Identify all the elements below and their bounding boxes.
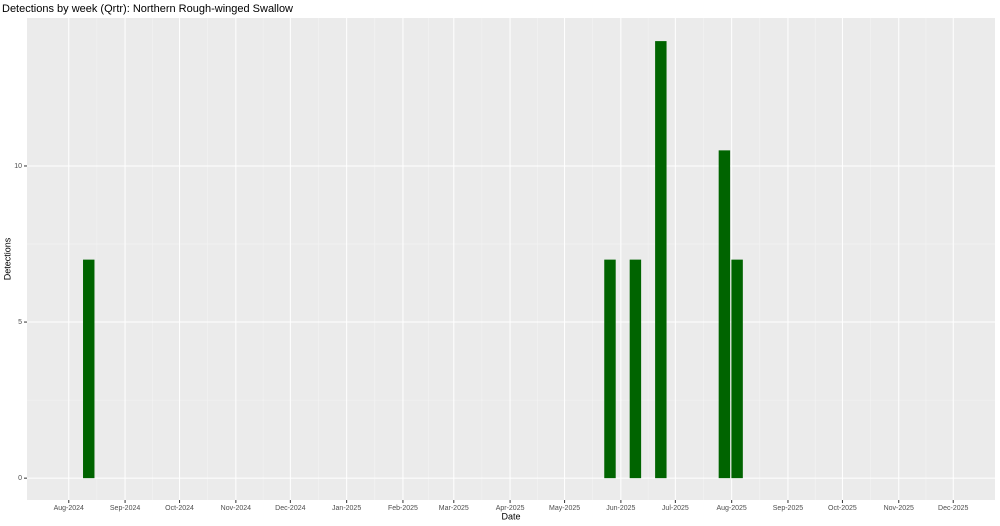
y-axis-title: Detections bbox=[2, 237, 12, 280]
bar bbox=[731, 259, 743, 479]
x-tick-label: Oct-2024 bbox=[165, 505, 194, 512]
bar bbox=[604, 259, 616, 479]
bar bbox=[718, 150, 731, 479]
y-tick-label: 0 bbox=[18, 475, 22, 482]
y-tick-label: 5 bbox=[18, 319, 22, 326]
x-tick-label: Dec-2025 bbox=[938, 505, 968, 512]
x-tick-label: Nov-2025 bbox=[884, 505, 914, 512]
grid bbox=[27, 18, 995, 500]
bar bbox=[655, 41, 667, 479]
x-tick-label: Mar-2025 bbox=[439, 505, 469, 512]
x-tick-label: Aug-2024 bbox=[54, 505, 84, 512]
x-tick-label: May-2025 bbox=[549, 505, 580, 512]
y-tick-label: 10 bbox=[14, 163, 22, 170]
bar bbox=[629, 259, 642, 479]
x-tick-label: Jun-2025 bbox=[606, 505, 635, 512]
x-tick-label: Jan-2025 bbox=[332, 505, 361, 512]
bar bbox=[83, 259, 95, 479]
x-tick-label: Dec-2024 bbox=[275, 505, 305, 512]
x-tick-label: Aug-2025 bbox=[716, 505, 746, 512]
x-tick-label: Feb-2025 bbox=[388, 505, 418, 512]
x-tick-label: Jul-2025 bbox=[662, 505, 689, 512]
plot-background bbox=[27, 18, 995, 500]
x-tick-label: Sep-2025 bbox=[773, 505, 803, 512]
chart-title: Detections by week (Qrtr): Northern Roug… bbox=[2, 3, 293, 15]
x-tick-label: Nov-2024 bbox=[221, 505, 251, 512]
marks bbox=[83, 41, 743, 479]
x-axis-title: Date bbox=[501, 511, 520, 521]
x-tick-label: Oct-2025 bbox=[828, 505, 857, 512]
x-tick-label: Sep-2024 bbox=[110, 505, 140, 512]
x-tick-label: Apr-2025 bbox=[496, 505, 525, 512]
